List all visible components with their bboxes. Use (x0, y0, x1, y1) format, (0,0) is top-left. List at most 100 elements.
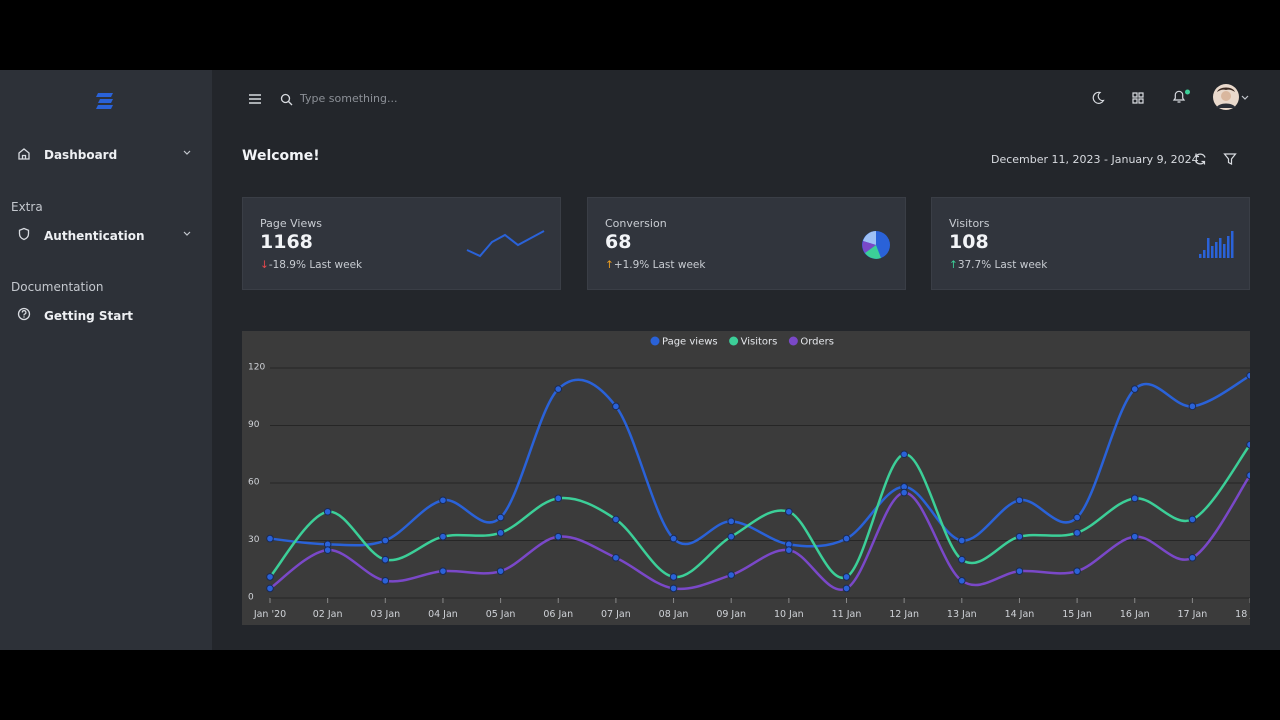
card-value: 1168 (260, 231, 313, 253)
legend-item[interactable]: Visitors (729, 336, 778, 348)
nav-item[interactable]: Authentication (44, 229, 145, 243)
app: Dashboard Extra Authentication Documenta… (0, 70, 1280, 650)
data-point (1246, 440, 1250, 449)
date-range[interactable]: December 11, 2023 - January 9, 2024 (991, 153, 1199, 166)
chart: 0 30 60 90 120 Jan '20 02 Jan 03 Jan 04 Jan 05 Ja… (248, 336, 1250, 620)
change-note: Last week (994, 259, 1048, 271)
data-point (439, 567, 447, 575)
data-point (900, 488, 908, 497)
data-point (496, 513, 505, 522)
sidebar: Dashboard Extra Authentication Documenta… (0, 70, 212, 650)
y-tick-label: 30 (248, 535, 260, 545)
card-value: 108 (949, 231, 989, 253)
card-title: Page Views (260, 217, 322, 230)
data-point (842, 584, 851, 593)
data-point (1073, 513, 1081, 522)
data-point (669, 573, 678, 581)
x-tick-label: 17 Jan (1178, 609, 1208, 620)
data-point (266, 573, 274, 581)
x-tick-label: 09 Jan (716, 609, 746, 620)
home-icon (18, 148, 30, 160)
data-point (727, 517, 736, 526)
data-point (842, 534, 851, 543)
data-point (1015, 567, 1024, 575)
legend-marker (788, 336, 798, 346)
data-point (1015, 496, 1024, 505)
data-point (842, 573, 851, 581)
data-point (1130, 532, 1139, 541)
x-tick-label: 16 Jan (1120, 609, 1150, 620)
data-point (612, 402, 620, 411)
data-point (1130, 494, 1139, 503)
legend-marker (729, 336, 739, 346)
data-point (439, 496, 447, 505)
avatar[interactable] (1212, 83, 1252, 111)
legend-item[interactable]: Orders (788, 336, 834, 348)
card-change: ↑+1.9% Last week (605, 259, 706, 271)
stat-card: Page Views 1168 ↓-18.9% Last week (242, 197, 561, 290)
data-point (900, 450, 908, 459)
card-title: Visitors (949, 217, 990, 230)
data-point (785, 507, 793, 516)
apps-button[interactable] (1131, 91, 1145, 105)
data-point (1246, 471, 1250, 480)
y-tick-label: 0 (248, 593, 254, 603)
x-tick-label: 14 Jan (1005, 609, 1035, 620)
theme-toggle[interactable] (1091, 91, 1105, 105)
chevron (183, 231, 191, 236)
search-icon (280, 93, 293, 106)
data-point (727, 571, 736, 579)
stat-card: Visitors 108 ↑37.7% Last week (931, 197, 1250, 290)
notifications-button[interactable] (1171, 89, 1191, 105)
data-point (1130, 385, 1139, 393)
shield-icon (18, 227, 30, 241)
data-point (266, 584, 274, 593)
series-line (269, 374, 1250, 548)
data-point (381, 536, 390, 545)
data-point (958, 536, 966, 545)
legend-marker (650, 336, 660, 346)
data-point (612, 515, 620, 524)
x-tick-label: 18 Jan (1235, 609, 1250, 620)
data-point (381, 576, 390, 585)
legend-label: Orders (800, 337, 834, 348)
y-tick-label: 120 (248, 363, 265, 373)
nav-item[interactable]: Getting Start (44, 309, 134, 323)
mini-pie (862, 231, 890, 259)
card-change: ↓-18.9% Last week (260, 259, 363, 271)
data-point (1073, 529, 1081, 537)
data-point (612, 553, 620, 562)
x-tick-label: 03 Jan (370, 609, 400, 620)
data-point (496, 529, 505, 537)
filter-button[interactable] (1223, 152, 1237, 166)
x-tick-label: 15 Jan (1062, 609, 1092, 620)
menu-button[interactable] (248, 93, 262, 105)
x-tick-label: Jan '20 (253, 609, 286, 620)
sparkline (466, 230, 545, 258)
legend-item[interactable]: Page views (650, 336, 718, 348)
card-title: Conversion (605, 217, 667, 230)
data-point (1188, 515, 1197, 524)
data-point (727, 532, 736, 541)
nav-item[interactable]: Dashboard (44, 148, 118, 162)
chevron (183, 150, 191, 155)
logo (96, 93, 113, 109)
x-tick-label: 02 Jan (313, 609, 343, 620)
data-point (1015, 532, 1024, 541)
x-tick-label: 11 Jan (832, 609, 862, 620)
search-input[interactable]: Type something... (300, 92, 398, 105)
x-tick-label: 10 Jan (774, 609, 804, 620)
data-point (266, 534, 274, 543)
refresh-button[interactable] (1193, 152, 1208, 166)
x-tick-label: 08 Jan (659, 609, 689, 620)
data-point (323, 546, 332, 554)
data-point (323, 507, 332, 516)
x-tick-label: 13 Jan (947, 609, 977, 620)
legend-label: Visitors (741, 337, 778, 348)
help-icon (17, 307, 31, 321)
data-point (669, 534, 678, 543)
data-point (785, 546, 793, 554)
x-tick-label: 07 Jan (601, 609, 631, 620)
data-point (1188, 553, 1197, 562)
data-point (554, 385, 563, 393)
